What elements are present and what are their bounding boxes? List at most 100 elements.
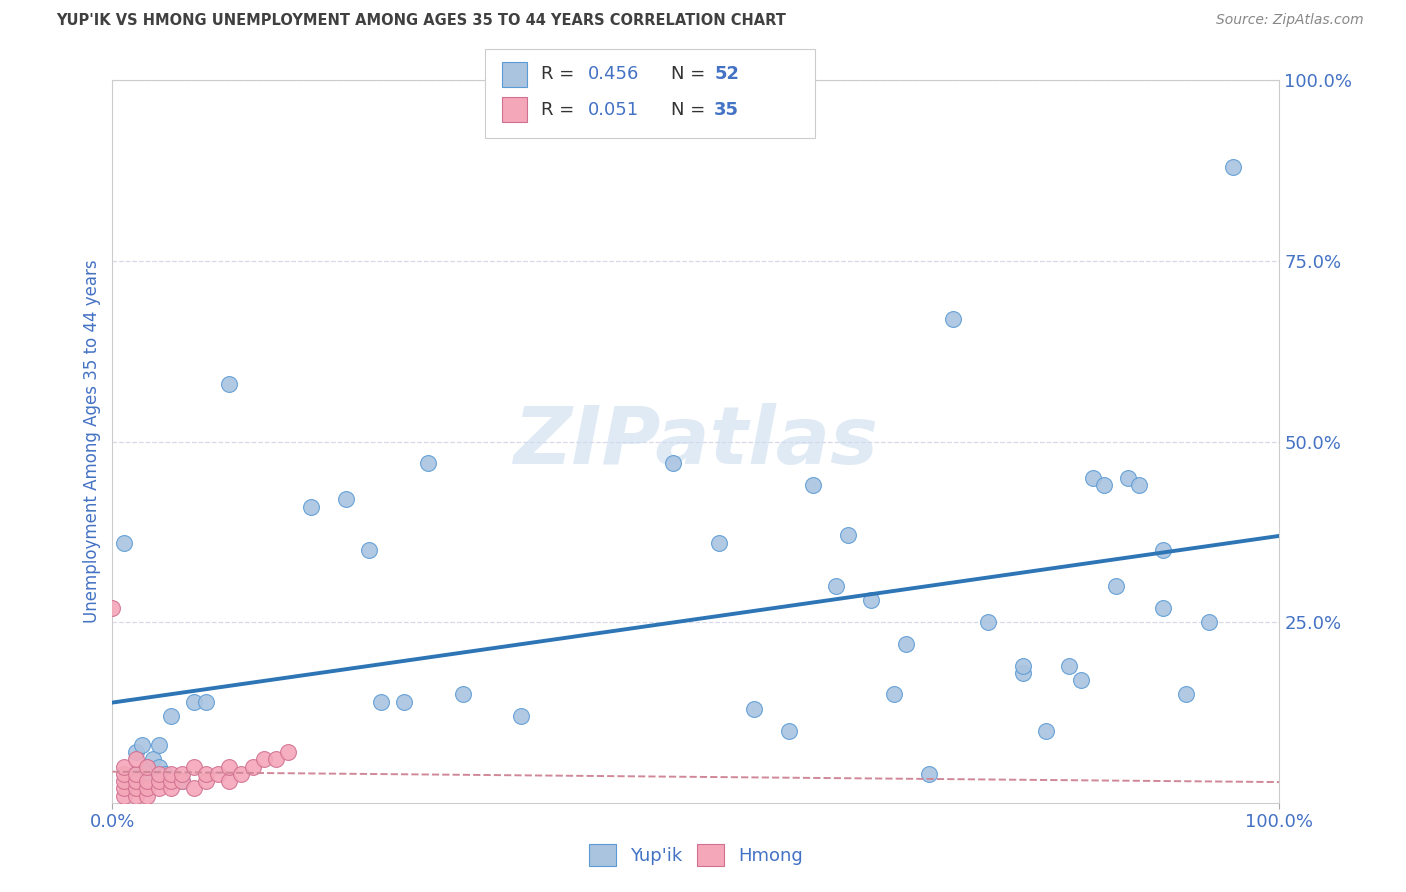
Point bbox=[264, 752, 287, 766]
Point bbox=[1035, 723, 1057, 738]
Point bbox=[125, 781, 148, 796]
Point bbox=[218, 760, 240, 774]
Point bbox=[148, 781, 170, 796]
Point bbox=[101, 600, 124, 615]
Point bbox=[709, 535, 731, 549]
Point bbox=[1175, 687, 1198, 701]
Point bbox=[207, 767, 229, 781]
Point bbox=[976, 615, 998, 630]
Point bbox=[112, 760, 135, 774]
Point bbox=[112, 781, 135, 796]
Text: 35: 35 bbox=[714, 101, 740, 119]
Point bbox=[942, 311, 965, 326]
Point bbox=[451, 687, 474, 701]
Point bbox=[160, 781, 183, 796]
Point bbox=[112, 767, 135, 781]
Point bbox=[1105, 579, 1128, 593]
Point bbox=[1198, 615, 1220, 630]
Point bbox=[253, 752, 276, 766]
Point bbox=[172, 767, 194, 781]
Point bbox=[136, 760, 159, 774]
Point bbox=[370, 695, 392, 709]
Text: 52: 52 bbox=[714, 65, 740, 83]
Point bbox=[229, 767, 252, 781]
Point bbox=[1152, 542, 1174, 557]
Point bbox=[125, 767, 148, 781]
Legend: Yup'ik, Hmong: Yup'ik, Hmong bbox=[582, 837, 810, 873]
Point bbox=[125, 789, 148, 803]
Point bbox=[183, 781, 205, 796]
Point bbox=[825, 579, 848, 593]
Point bbox=[183, 760, 205, 774]
Point bbox=[918, 767, 941, 781]
Point bbox=[299, 500, 322, 514]
Point bbox=[148, 760, 170, 774]
Point bbox=[883, 687, 905, 701]
Point bbox=[125, 752, 148, 766]
Text: Source: ZipAtlas.com: Source: ZipAtlas.com bbox=[1216, 13, 1364, 28]
Point bbox=[194, 767, 217, 781]
Point bbox=[136, 781, 159, 796]
Point bbox=[160, 774, 183, 789]
Point bbox=[1081, 470, 1104, 484]
Point bbox=[148, 738, 170, 752]
Text: 0.051: 0.051 bbox=[588, 101, 638, 119]
Point bbox=[242, 760, 264, 774]
Point bbox=[778, 723, 800, 738]
Point bbox=[112, 789, 135, 803]
Point bbox=[1152, 600, 1174, 615]
Point bbox=[148, 767, 170, 781]
Point bbox=[860, 593, 883, 607]
Point bbox=[218, 376, 240, 391]
Point bbox=[125, 767, 148, 781]
Point bbox=[1094, 478, 1116, 492]
Point bbox=[172, 774, 194, 789]
Text: YUP'IK VS HMONG UNEMPLOYMENT AMONG AGES 35 TO 44 YEARS CORRELATION CHART: YUP'IK VS HMONG UNEMPLOYMENT AMONG AGES … bbox=[56, 13, 786, 29]
Point bbox=[160, 767, 183, 781]
Text: R =: R = bbox=[541, 65, 581, 83]
Point bbox=[509, 709, 531, 723]
Text: 0.456: 0.456 bbox=[588, 65, 640, 83]
Point bbox=[894, 637, 917, 651]
Point bbox=[172, 774, 194, 789]
Point bbox=[744, 702, 766, 716]
Y-axis label: Unemployment Among Ages 35 to 44 years: Unemployment Among Ages 35 to 44 years bbox=[83, 260, 101, 624]
Point bbox=[131, 738, 153, 752]
Point bbox=[183, 695, 205, 709]
Point bbox=[112, 774, 135, 789]
Point bbox=[194, 774, 217, 789]
Point bbox=[218, 774, 240, 789]
Point bbox=[160, 709, 183, 723]
Point bbox=[136, 767, 159, 781]
Point bbox=[160, 774, 183, 789]
Text: ZIPatlas: ZIPatlas bbox=[513, 402, 879, 481]
Point bbox=[1222, 160, 1244, 174]
Point bbox=[1128, 478, 1150, 492]
Point bbox=[1070, 673, 1092, 687]
Point bbox=[359, 542, 381, 557]
Text: R =: R = bbox=[541, 101, 581, 119]
Point bbox=[1059, 658, 1081, 673]
Point bbox=[394, 695, 416, 709]
Point bbox=[148, 774, 170, 789]
Point bbox=[194, 695, 217, 709]
Point bbox=[136, 760, 159, 774]
Text: N =: N = bbox=[671, 65, 710, 83]
Point bbox=[153, 767, 176, 781]
Point bbox=[1011, 665, 1033, 680]
Point bbox=[837, 528, 859, 542]
Point bbox=[416, 456, 439, 470]
Point bbox=[112, 535, 135, 549]
Point bbox=[276, 745, 298, 759]
Point bbox=[1116, 470, 1139, 484]
Point bbox=[125, 774, 148, 789]
Point bbox=[801, 478, 824, 492]
Point bbox=[125, 745, 148, 759]
Text: N =: N = bbox=[671, 101, 710, 119]
Point bbox=[335, 492, 357, 507]
Point bbox=[1011, 658, 1033, 673]
Point bbox=[136, 789, 159, 803]
Point bbox=[136, 774, 159, 789]
Point bbox=[142, 752, 165, 766]
Point bbox=[661, 456, 683, 470]
